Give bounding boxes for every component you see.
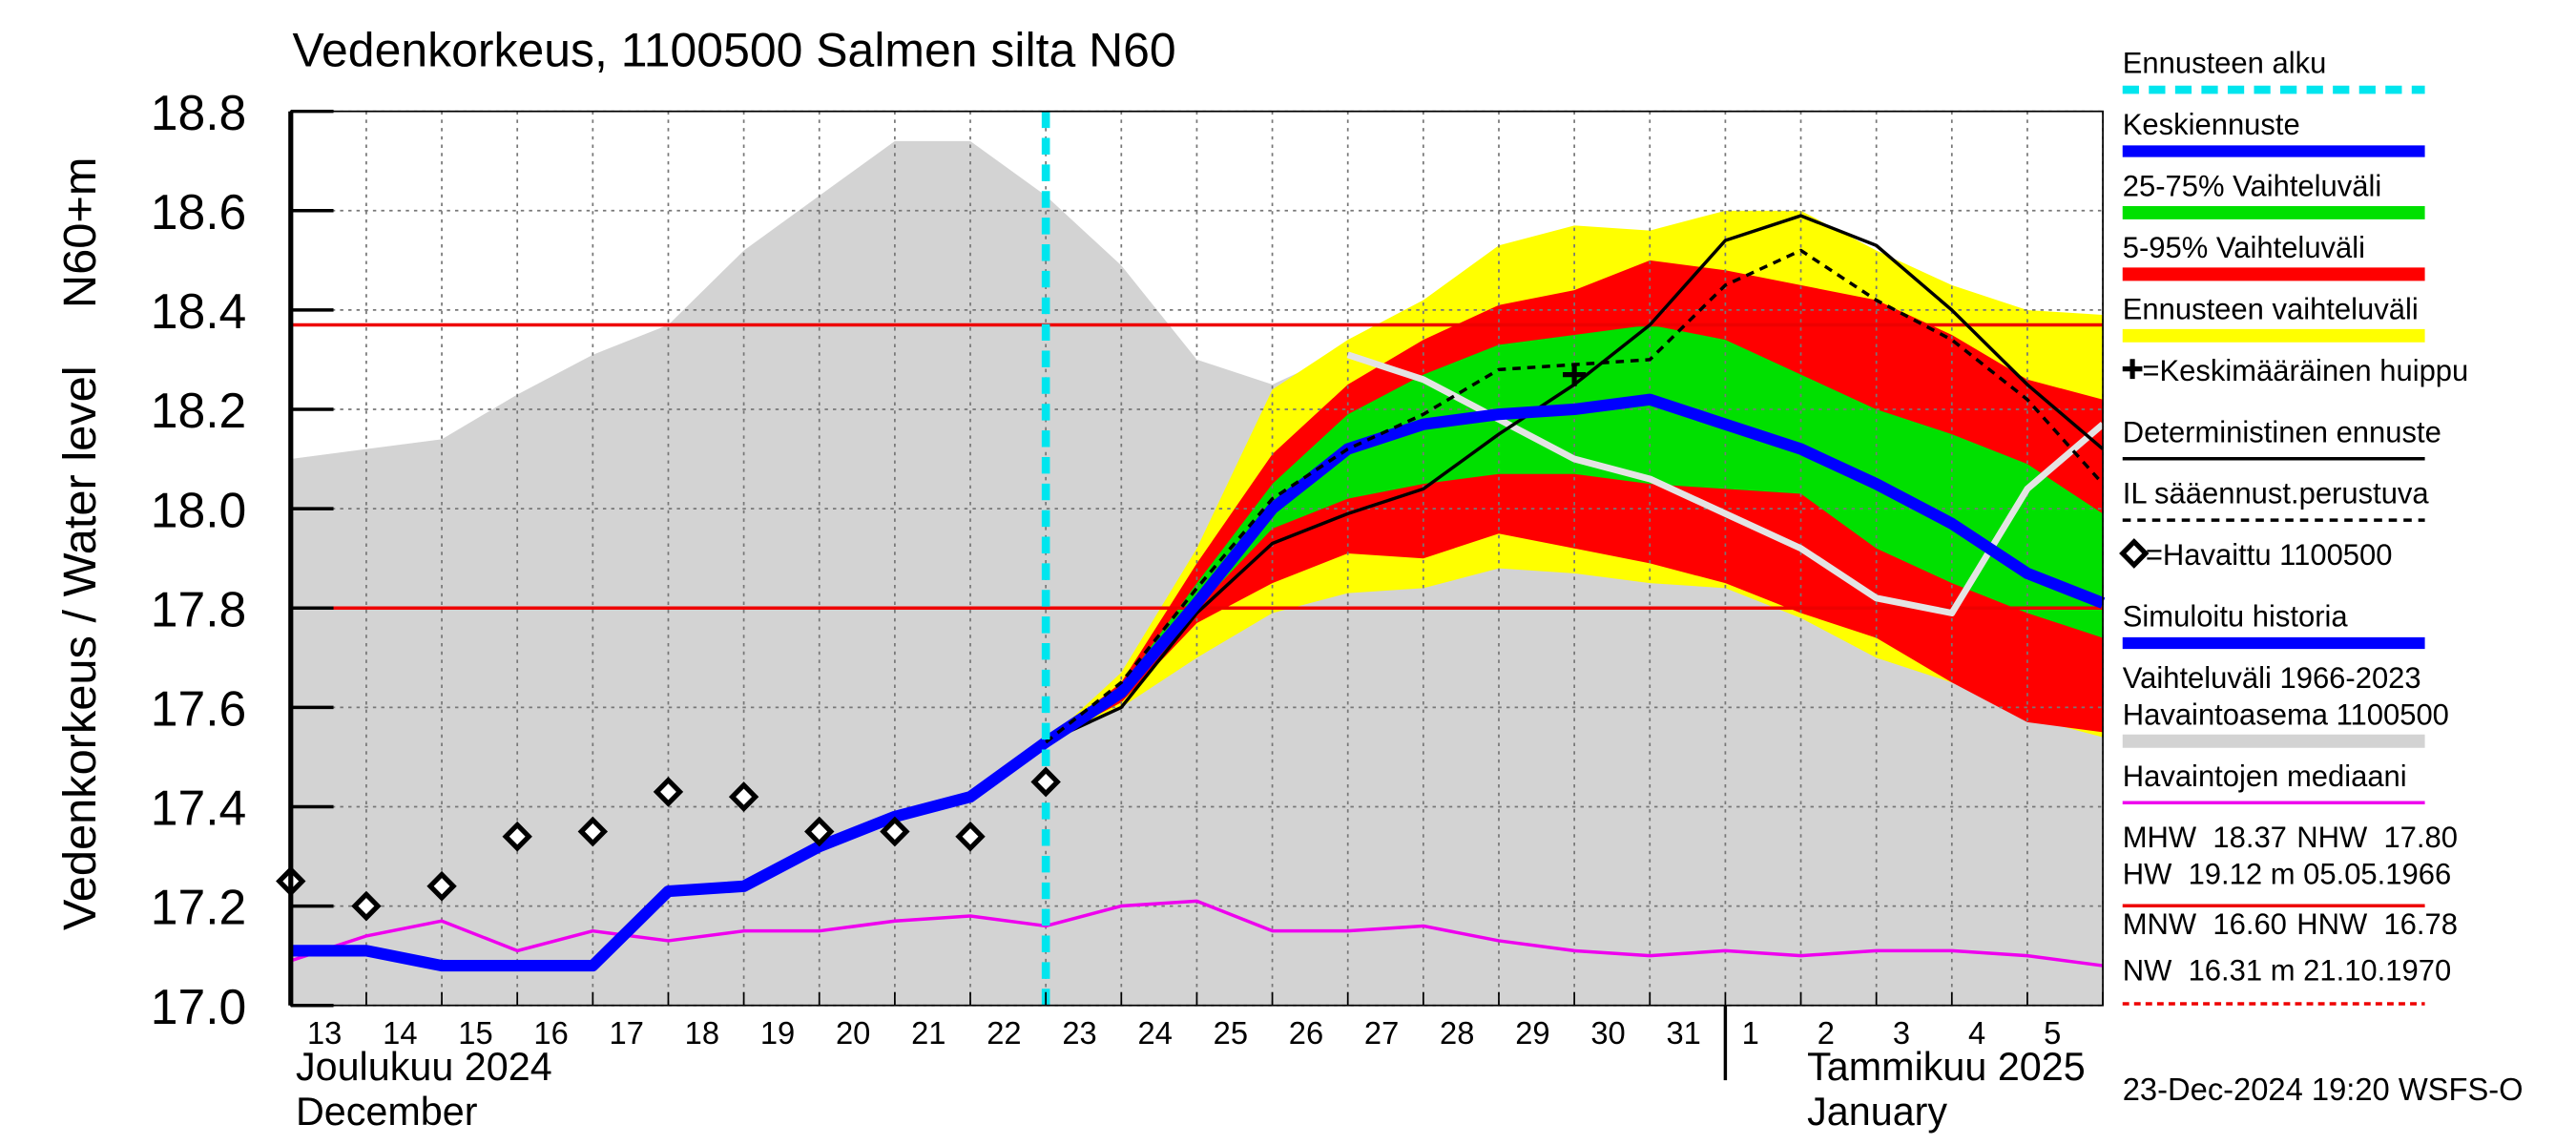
legend-label: 25-75% Vaihteluväli xyxy=(2123,169,2382,202)
x-tick-label: 17 xyxy=(610,1015,644,1051)
x-tick-label: 28 xyxy=(1440,1015,1474,1051)
y-tick-label: 17.8 xyxy=(151,582,247,637)
stats-text: 16.60 xyxy=(2212,907,2287,941)
legend-label: =Havaittu 1100500 xyxy=(2146,538,2393,572)
stats-text: MHW xyxy=(2123,821,2197,854)
y-tick-label: 17.4 xyxy=(151,781,247,836)
y-tick-label: 18.8 xyxy=(151,86,247,141)
stats-text: 19.12 xyxy=(2189,857,2263,890)
x-tick-label: 26 xyxy=(1289,1015,1323,1051)
observed-marker xyxy=(804,816,835,847)
x-tick-label: 16 xyxy=(533,1015,568,1051)
observed-marker xyxy=(502,821,532,852)
x-tick-label: 15 xyxy=(458,1015,492,1051)
axis-layer: 17.0 17.2 17.4 17.6 17.8 18.0 18.2 18.4 18.6 18.8… xyxy=(151,86,2104,1081)
x-tick-label: 23 xyxy=(1062,1015,1096,1051)
stats-text: 18.37 xyxy=(2212,821,2287,854)
y-axis-unit: N60+m xyxy=(54,157,106,309)
legend-label: 5-95% Vaihteluväli xyxy=(2123,231,2365,264)
legend-label: Keskiennuste xyxy=(2123,108,2300,141)
observed-marker xyxy=(426,870,457,902)
series-line xyxy=(290,737,1049,972)
observed-marker xyxy=(955,821,986,852)
forecast-band xyxy=(1046,260,2104,742)
legend-label: Vaihteluväli 1966-2023 xyxy=(2123,661,2421,695)
legend-label: Ennusteen alku xyxy=(2123,46,2327,79)
x-tick-label: 14 xyxy=(383,1015,417,1051)
legend-label: Havaintoasema 1100500 xyxy=(2123,697,2449,731)
footer: 23-Dec-2024 19:20 WSFS-O xyxy=(2123,1072,2524,1107)
legend: Ennusteen alku Keskiennuste 25-75% Vaihtel… xyxy=(2119,46,2468,1006)
x-tick-label: 2 xyxy=(1818,1015,1835,1051)
legend-symbol xyxy=(2122,359,2143,380)
month-label: December xyxy=(296,1089,478,1134)
y-tick-label: 17.6 xyxy=(151,681,247,737)
observed-marker xyxy=(653,776,684,807)
x-tick-label: 25 xyxy=(1214,1015,1248,1051)
x-tick-label: 24 xyxy=(1138,1015,1173,1051)
x-tick-label: 20 xyxy=(836,1015,870,1051)
y-tick-label: 17.0 xyxy=(151,980,247,1035)
mean-peak-marker xyxy=(1563,363,1587,386)
series-line xyxy=(290,899,2104,968)
stats-text: 16.31 xyxy=(2189,953,2263,987)
x-tick-label: 27 xyxy=(1364,1015,1399,1051)
forecast-band xyxy=(1046,324,2104,742)
observed-marker xyxy=(1030,766,1061,798)
stats-text: NW xyxy=(2123,953,2172,987)
stats-row: MNW 16.60 HNW 16.78 xyxy=(2123,907,2458,941)
legend-symbol xyxy=(2119,538,2150,569)
month-label: Tammikuu 2025 xyxy=(1807,1044,2086,1089)
legend-label: =Keskimääräinen huippu xyxy=(2142,354,2468,387)
stats-text: MNW xyxy=(2123,907,2197,941)
legend-label: Havaintojen mediaani xyxy=(2123,760,2407,793)
chart-title: Vedenkorkeus, 1100500 Salmen silta N60 xyxy=(293,23,1176,76)
x-tick-label: 13 xyxy=(307,1015,342,1051)
x-tick-label: 29 xyxy=(1515,1015,1549,1051)
x-tick-label: 31 xyxy=(1666,1015,1700,1051)
x-tick-label: 22 xyxy=(987,1015,1021,1051)
stats-row: MHW 18.37 NHW 17.80 xyxy=(2123,821,2458,854)
stats-text: NHW xyxy=(2296,821,2368,854)
observed-marker xyxy=(577,816,609,847)
observed-marker xyxy=(728,781,759,812)
legend-label: Simuloitu historia xyxy=(2123,599,2349,633)
x-tick-label: 5 xyxy=(2044,1015,2061,1051)
y-tick-label: 18.4 xyxy=(151,284,247,340)
x-tick-label: 3 xyxy=(1893,1015,1910,1051)
observed-marker xyxy=(351,890,382,922)
stats-text: 16.78 xyxy=(2383,907,2458,941)
x-tick-label: 1 xyxy=(1742,1015,1759,1051)
stats-text: HNW xyxy=(2296,907,2368,941)
y-tick-label: 18.0 xyxy=(151,483,247,538)
stats-text: 05.05.1966 xyxy=(2303,857,2451,890)
stats-row: NW 16.31 m 21.10.1970 xyxy=(2123,953,2451,987)
stats-text: m xyxy=(2271,857,2296,890)
y-tick-label: 18.6 xyxy=(151,185,247,240)
observed-marker xyxy=(880,816,910,847)
legend-label: IL sääennust.perustuva xyxy=(2123,477,2430,510)
x-tick-label: 4 xyxy=(1968,1015,1985,1051)
stats-text: HW xyxy=(2123,857,2172,890)
stats-row: HW 19.12 m 05.05.1966 xyxy=(2123,857,2451,890)
marker-layer xyxy=(276,111,1587,1006)
month-label: January xyxy=(1807,1089,1947,1134)
stats-text: 21.10.1970 xyxy=(2303,953,2451,987)
y-tick-label: 18.2 xyxy=(151,384,247,439)
x-tick-label: 19 xyxy=(760,1015,795,1051)
series-line xyxy=(1346,351,2106,616)
y-tick-label: 17.2 xyxy=(151,880,247,935)
stats-text: 17.80 xyxy=(2383,821,2458,854)
month-label: Joulukuu 2024 xyxy=(296,1044,552,1089)
series-line xyxy=(1042,393,2106,747)
legend-label: Deterministinen ennuste xyxy=(2123,415,2441,448)
legend-label: Ennusteen vaihteluväli xyxy=(2123,292,2419,325)
x-tick-label: 21 xyxy=(911,1015,945,1051)
stats-text: m xyxy=(2271,953,2296,987)
x-tick-label: 30 xyxy=(1590,1015,1625,1051)
y-axis-title: Vedenkorkeus / Water level xyxy=(54,365,106,930)
x-tick-label: 18 xyxy=(685,1015,719,1051)
